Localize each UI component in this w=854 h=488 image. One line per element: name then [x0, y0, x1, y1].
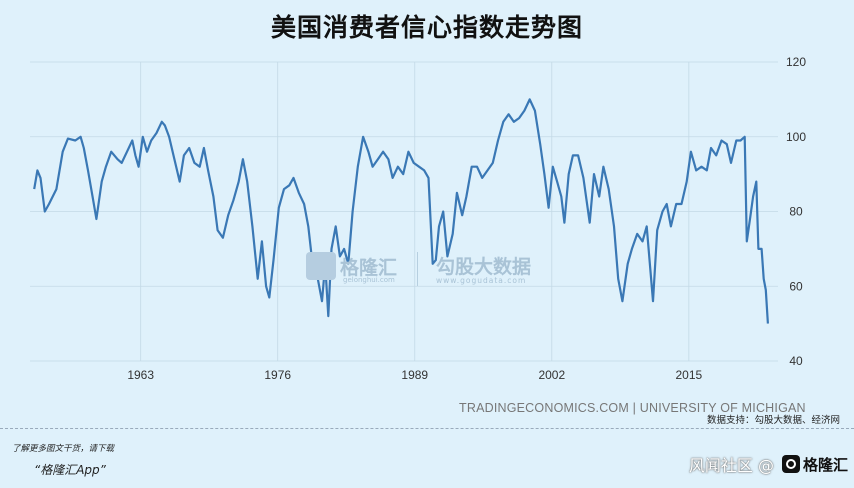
chart-title: 美国消费者信心指数走势图: [270, 13, 583, 42]
x-tick-label: 1976: [264, 368, 291, 382]
watermark-brand2-url: www.gogudata.com: [436, 276, 527, 285]
gelonghui-logo-icon: [306, 252, 336, 280]
download-note: 了解更多图文干货，请下载: [12, 444, 115, 454]
y-tick-label: 120: [786, 55, 806, 69]
y-axis-ticks: 40 60 80 100 120: [786, 55, 806, 368]
footer-divider: [0, 428, 854, 429]
community-watermark: 风闻社区 @: [688, 456, 774, 475]
app-name: “格隆汇App”: [34, 463, 106, 477]
y-tick-label: 60: [789, 279, 803, 293]
consumer-confidence-line: [33, 98, 769, 324]
source-credit: TRADINGECONOMICS.COM | UNIVERSITY OF MIC…: [459, 401, 806, 415]
x-tick-label: 1963: [127, 368, 154, 382]
footer-brand-area: 风闻社区 @ 格隆汇: [689, 452, 848, 476]
line-chart: 1963 1976 1989 2002 2015 40 60 80 100 120: [30, 55, 806, 382]
y-tick-label: 80: [789, 205, 803, 219]
y-tick-label: 40: [789, 354, 803, 368]
x-tick-label: 1989: [401, 368, 428, 382]
data-support-note: 数据支持：勾股大数据、经济网: [706, 415, 840, 426]
horizontal-gridlines: [30, 61, 778, 362]
brand-badge[interactable]: 格隆汇: [781, 454, 848, 475]
x-tick-label: 2015: [675, 368, 702, 382]
watermark-divider: [417, 252, 418, 286]
watermark-brand1: 格隆汇: [340, 256, 398, 279]
brand-name: 格隆汇: [802, 455, 848, 474]
watermark-brand2: 勾股大数据: [436, 256, 532, 278]
x-tick-label: 2002: [538, 368, 565, 382]
x-axis-ticks: 1963 1976 1989 2002 2015: [127, 368, 702, 382]
watermark-brand1-url: gelonghui.com: [343, 276, 395, 284]
y-tick-label: 100: [786, 130, 806, 144]
gelonghui-watermark: 格隆汇: [306, 252, 397, 280]
brand-logo-icon: [781, 455, 800, 473]
